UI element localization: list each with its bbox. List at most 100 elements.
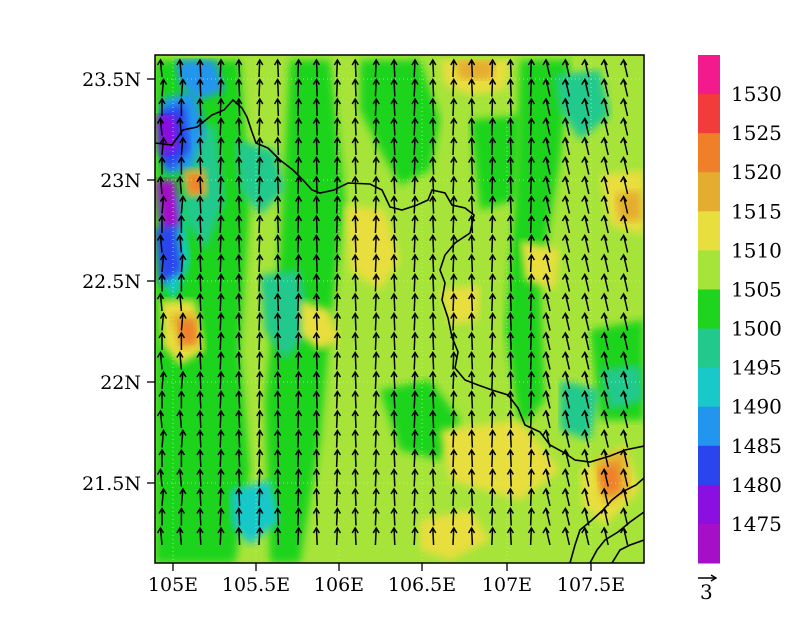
wind-vector bbox=[354, 332, 357, 351]
wind-vector bbox=[393, 254, 396, 273]
wind-vector bbox=[161, 313, 165, 331]
wind-vector-head bbox=[527, 136, 536, 144]
wind-vector-head bbox=[312, 487, 321, 495]
wind-vector-head bbox=[176, 117, 184, 124]
wind-vector bbox=[159, 469, 163, 487]
wind-vector-head bbox=[372, 468, 380, 475]
wind-vector bbox=[374, 215, 377, 234]
wind-vector bbox=[509, 488, 512, 507]
wind-vector-head bbox=[217, 195, 225, 202]
wind-vector-head bbox=[273, 97, 282, 105]
wind-vector-head bbox=[411, 351, 419, 358]
wind-vector bbox=[199, 371, 202, 390]
wind-vector-head bbox=[256, 273, 264, 280]
wind-vector bbox=[491, 137, 494, 156]
wind-vector-head bbox=[196, 409, 204, 417]
wind-vector bbox=[509, 79, 512, 97]
wind-vector-head bbox=[411, 526, 419, 534]
wind-vector-head bbox=[235, 331, 243, 339]
wind-vector bbox=[413, 196, 416, 214]
wind-vector bbox=[584, 98, 590, 117]
wind-vector bbox=[413, 469, 416, 487]
wind-vector bbox=[393, 352, 396, 370]
contour-region bbox=[345, 205, 400, 290]
wind-vector bbox=[374, 332, 377, 351]
wind-vector-head bbox=[542, 117, 550, 124]
wind-vector-head bbox=[527, 117, 536, 124]
wind-vector-head bbox=[506, 156, 515, 163]
wind-vector bbox=[315, 469, 318, 487]
wind-vector-head bbox=[600, 487, 608, 495]
wind-vector-head bbox=[390, 273, 398, 280]
wind-vector bbox=[509, 157, 512, 175]
wind-vector bbox=[258, 98, 261, 117]
wind-vector-head bbox=[256, 117, 264, 124]
wind-vector bbox=[238, 137, 241, 156]
wind-vector bbox=[297, 137, 300, 156]
wind-vector-head bbox=[333, 253, 342, 261]
wind-vector-head bbox=[527, 526, 536, 534]
wind-vector bbox=[276, 215, 280, 234]
wind-vector-head bbox=[256, 214, 264, 222]
reference-vector-label: 3 bbox=[700, 580, 713, 604]
wind-vector bbox=[491, 371, 494, 390]
wind-vector-head bbox=[581, 195, 589, 202]
y-tick-label: 22N bbox=[100, 372, 141, 394]
wind-vector-head bbox=[372, 273, 380, 280]
wind-vector-head bbox=[177, 97, 186, 105]
wind-vector-head bbox=[372, 58, 380, 66]
wind-vector-head bbox=[561, 117, 570, 124]
wind-vector-head bbox=[196, 117, 204, 124]
wind-vector-head bbox=[256, 195, 264, 202]
wind-vector bbox=[584, 371, 590, 390]
wind-vector-head bbox=[294, 390, 303, 397]
wind-vector bbox=[335, 215, 339, 234]
wind-vector-head bbox=[488, 156, 497, 163]
wind-vector bbox=[509, 293, 512, 312]
wind-vector-head bbox=[312, 448, 321, 456]
wind-vector-head bbox=[235, 253, 243, 261]
wind-vector-head bbox=[217, 58, 225, 66]
wind-vector-head bbox=[619, 214, 628, 222]
wind-vector bbox=[238, 235, 241, 253]
wind-vector bbox=[258, 488, 261, 507]
wind-vector bbox=[276, 59, 280, 78]
wind-vector-head bbox=[312, 468, 321, 475]
wind-vector bbox=[258, 235, 261, 253]
wind-vector-head bbox=[506, 370, 515, 378]
wind-vector-head bbox=[256, 78, 264, 85]
wind-vector bbox=[393, 469, 396, 487]
wind-vector-head bbox=[372, 409, 380, 417]
wind-vector-head bbox=[542, 78, 550, 85]
wind-vector-head bbox=[351, 448, 359, 456]
colorbar-swatch bbox=[698, 406, 720, 447]
wind-vector bbox=[584, 274, 590, 292]
wind-vector-head bbox=[372, 97, 380, 105]
wind-vector bbox=[603, 137, 609, 156]
wind-vector bbox=[491, 274, 494, 292]
wind-vector bbox=[393, 235, 396, 253]
wind-vector-head bbox=[351, 214, 359, 222]
wind-vector bbox=[161, 254, 165, 273]
wind-vector bbox=[529, 430, 533, 448]
wind-vector bbox=[179, 118, 183, 136]
wind-vector-head bbox=[390, 409, 398, 417]
colorbar-swatch bbox=[698, 94, 720, 134]
wind-vector-head bbox=[312, 292, 321, 300]
wind-vector bbox=[603, 449, 609, 468]
wind-vector-head bbox=[179, 195, 187, 202]
wind-vector bbox=[219, 118, 222, 136]
wind-vector bbox=[276, 371, 280, 390]
wind-vector bbox=[199, 59, 202, 78]
wind-vector bbox=[276, 176, 280, 195]
wind-vector-head bbox=[235, 97, 243, 105]
wind-vector bbox=[276, 157, 280, 175]
wind-vector bbox=[374, 371, 377, 390]
wind-vector-head bbox=[312, 370, 321, 378]
wind-vector bbox=[470, 235, 474, 253]
wind-vector-head bbox=[527, 312, 536, 319]
wind-vector bbox=[529, 98, 533, 117]
wind-vector-head bbox=[179, 487, 187, 495]
colorbar-swatch bbox=[698, 523, 720, 564]
wind-vector bbox=[432, 488, 435, 507]
